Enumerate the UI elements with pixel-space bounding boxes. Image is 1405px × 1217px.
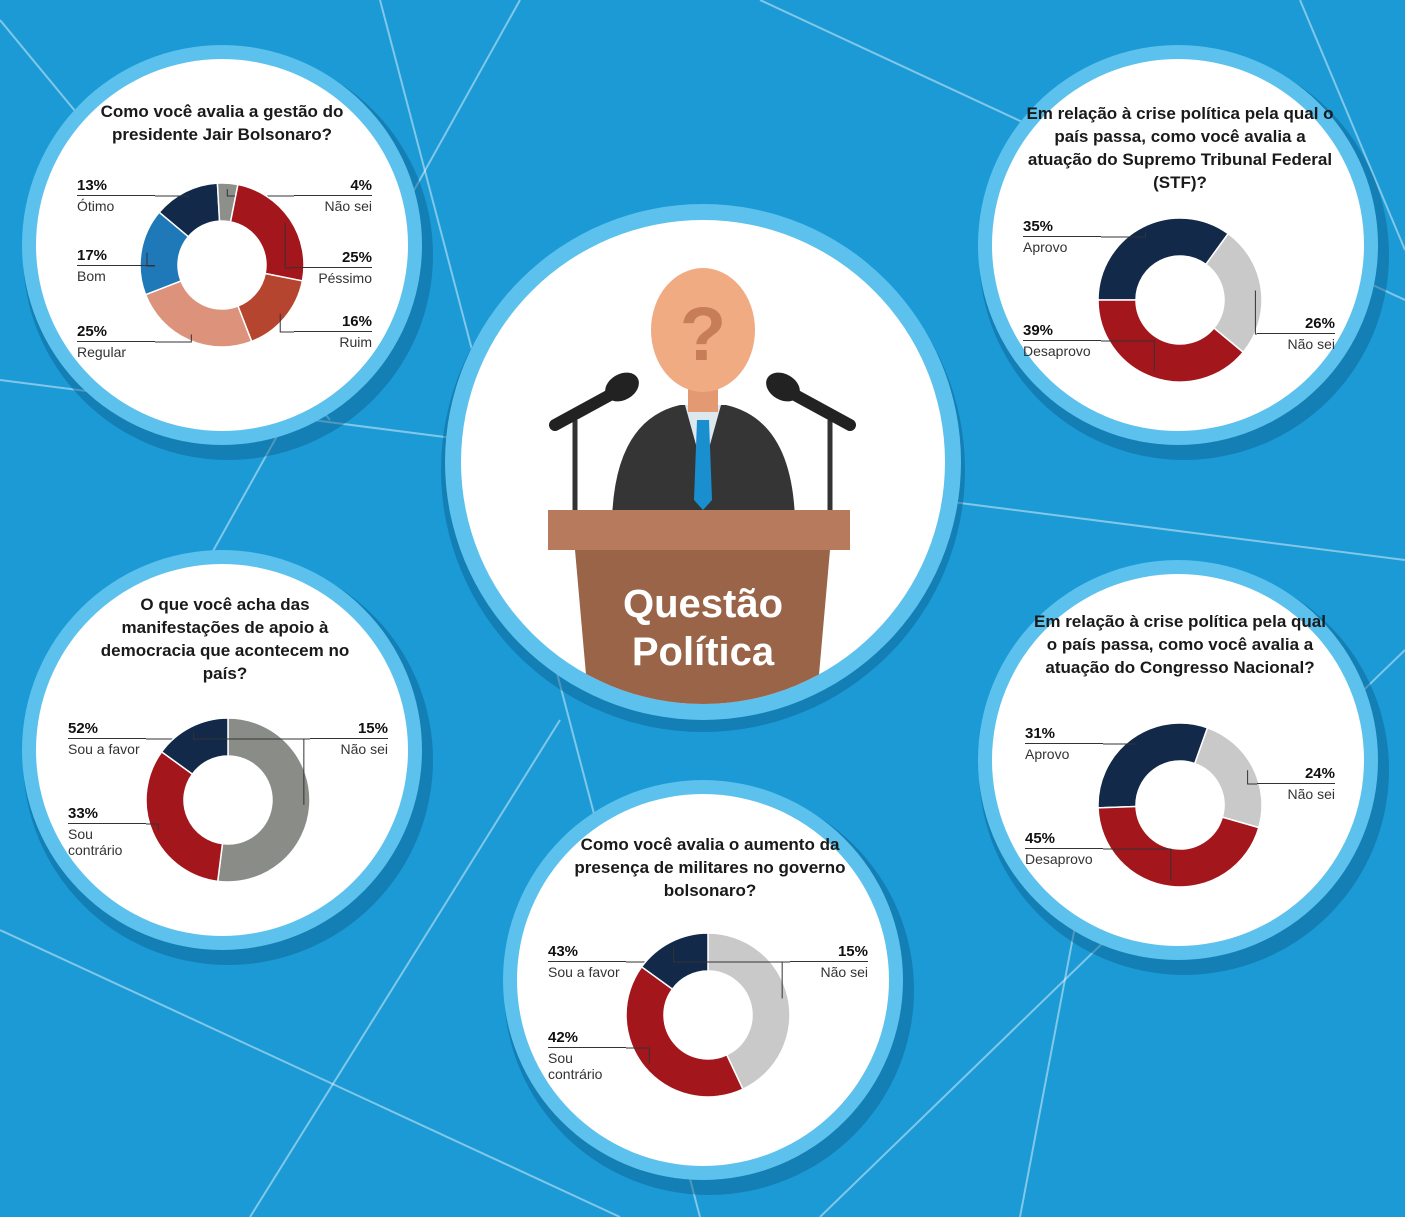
donut-slice [625, 965, 744, 1098]
leader-line [1101, 340, 1155, 372]
slice-label: 42% Sou contrário [548, 1029, 626, 1082]
leader-line [284, 222, 294, 269]
question: Em relação à crise política pela qual o … [1026, 104, 1334, 192]
value-label: 25% [77, 323, 155, 342]
value-label: 15% [790, 943, 868, 962]
donut-slice [144, 279, 253, 348]
slice-label: 24% Não sei [1257, 765, 1335, 802]
value-label: 15% [310, 720, 388, 739]
leader-line [155, 195, 189, 198]
category-label: Não sei [1287, 336, 1335, 352]
svg-text:?: ? [680, 292, 726, 377]
card [36, 59, 408, 431]
value-label: 24% [1257, 765, 1335, 784]
slice-label: 4% Não sei [294, 177, 372, 214]
value-label: 45% [1025, 830, 1103, 849]
slice-label: 52% Sou a favor [68, 720, 146, 757]
category-label: Não sei [340, 741, 388, 757]
category-label: Não sei [820, 964, 868, 980]
value-label: 31% [1025, 725, 1103, 744]
value-label: 16% [294, 313, 372, 332]
category-label: Bom [77, 268, 106, 284]
category-label: Ruim [339, 334, 372, 350]
slice-label: 15% Não sei [790, 943, 868, 980]
center-title: Questão Política [622, 582, 784, 674]
donut-slice [707, 932, 791, 1091]
slice-label: 31% Aprovo [1025, 725, 1103, 762]
value-label: 26% [1257, 315, 1335, 334]
category-label: Não sei [324, 198, 372, 214]
category-label: Sou a favor [548, 964, 620, 980]
value-label: 4% [294, 177, 372, 196]
slice-label: 35% Aprovo [1023, 218, 1101, 255]
slice-label: 39% Desaprovo [1023, 322, 1101, 359]
value-label: 39% [1023, 322, 1101, 341]
category-label: Desaprovo [1025, 851, 1093, 867]
value-label: 17% [77, 247, 155, 266]
slice-label: 17% Bom [77, 247, 155, 284]
value-label: 52% [68, 720, 146, 739]
donut-slice [1097, 217, 1230, 301]
leader-line [192, 732, 310, 740]
donut-slice [1097, 299, 1245, 383]
donut-slice [145, 750, 224, 883]
slice-label: 33% Sou contrário [68, 805, 146, 858]
value-label: 33% [68, 805, 146, 824]
leader-line [1101, 232, 1146, 238]
question: Como você avalia a gestão do presidente … [100, 102, 344, 144]
donut-slice [1097, 805, 1260, 888]
category-label: Sou a favor [68, 741, 140, 757]
slice-label: 43% Sou a favor [548, 943, 626, 980]
value-label: 25% [294, 249, 372, 268]
donut-slice [139, 211, 190, 296]
slice-label: 13% Ótimo [77, 177, 155, 214]
donut-slice [216, 717, 311, 883]
category-label: Ótimo [77, 198, 115, 214]
slice-label: 15% Não sei [310, 720, 388, 757]
category-label: Regular [77, 344, 127, 360]
leader-line [146, 823, 159, 831]
category-label: Aprovo [1023, 239, 1068, 255]
value-label: 42% [548, 1029, 626, 1048]
slice-label: 45% Desaprovo [1025, 830, 1103, 867]
leader-line [146, 252, 155, 267]
leader-line [279, 313, 294, 333]
center-illustration: ? [441, 204, 965, 732]
value-label: 35% [1023, 218, 1101, 237]
leader-line [672, 947, 790, 963]
leader-line [626, 1047, 650, 1064]
value-label: 13% [77, 177, 155, 196]
leader-line [226, 189, 294, 197]
leader-line [1247, 770, 1257, 785]
card [517, 794, 889, 1166]
slice-label: 26% Não sei [1257, 315, 1335, 352]
category-label: Não sei [1287, 786, 1335, 802]
slice-label: 25% Péssimo [294, 249, 372, 286]
value-label: 43% [548, 943, 626, 962]
leader-line [1103, 848, 1172, 881]
question: O que você acha das manifestações de apo… [100, 595, 350, 683]
category-label: Aprovo [1025, 746, 1070, 762]
donut-slice [640, 932, 709, 991]
category-label: Sou contrário [548, 1050, 603, 1082]
category-label: Sou contrário [68, 826, 123, 858]
slice-label: 25% Regular [77, 323, 155, 360]
leader-line [155, 334, 192, 343]
question: Como você avalia o aumento da presença d… [574, 835, 846, 900]
question: Em relação à crise política pela qual o … [1034, 612, 1326, 677]
leader-line [1254, 290, 1257, 335]
donut-slice [160, 717, 229, 776]
category-label: Péssimo [318, 270, 372, 286]
category-label: Desaprovo [1023, 343, 1091, 359]
slice-label: 16% Ruim [294, 313, 372, 350]
